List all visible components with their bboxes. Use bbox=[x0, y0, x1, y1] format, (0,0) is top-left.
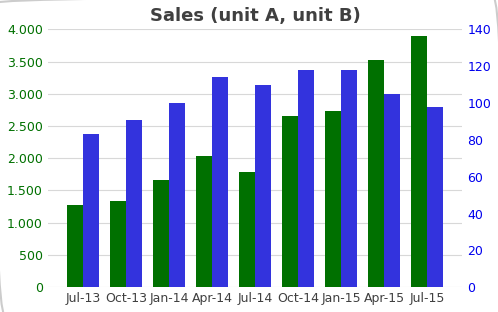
Bar bbox=[83, 134, 99, 287]
Bar bbox=[196, 156, 212, 287]
Bar bbox=[110, 201, 126, 287]
Bar bbox=[282, 116, 298, 287]
Bar bbox=[325, 111, 341, 287]
Bar bbox=[239, 172, 255, 287]
Bar bbox=[427, 107, 444, 287]
Bar bbox=[255, 85, 271, 287]
Bar bbox=[67, 205, 83, 287]
Bar bbox=[126, 119, 142, 287]
Bar bbox=[298, 70, 314, 287]
Title: Sales (unit A, unit B): Sales (unit A, unit B) bbox=[149, 7, 361, 25]
Bar bbox=[368, 60, 384, 287]
Bar bbox=[169, 103, 185, 287]
Bar bbox=[384, 94, 400, 287]
Bar bbox=[152, 180, 169, 287]
Bar bbox=[411, 36, 427, 287]
Bar bbox=[212, 77, 228, 287]
Bar bbox=[341, 70, 358, 287]
